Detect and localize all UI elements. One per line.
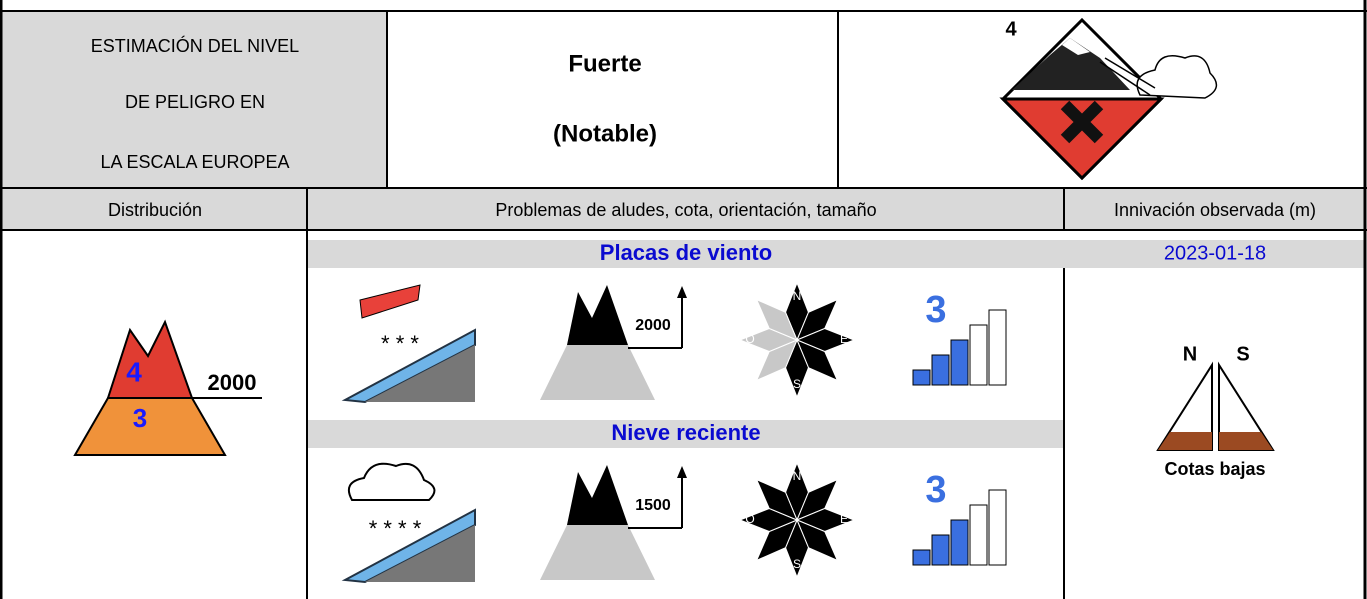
snow-date: 2023-01-18 (1164, 242, 1266, 264)
aspect-label: O (745, 332, 754, 346)
snow-caption: Cotas bajas (1164, 459, 1265, 479)
problem-size: 3 (925, 469, 946, 511)
aspect-label: E (840, 332, 848, 346)
altitude: 2000 (208, 370, 257, 395)
arrow (677, 466, 687, 478)
problem-bar (307, 420, 1064, 448)
snow-south-brown (1219, 432, 1273, 450)
snow-cap (1062, 38, 1090, 55)
danger-lower (999, 97, 1165, 181)
cloud (1136, 55, 1218, 99)
size-bar (969, 324, 988, 386)
size-bar (969, 504, 988, 566)
snow-north-brown (1158, 432, 1212, 450)
arrow (677, 286, 687, 298)
size-bar (988, 489, 1007, 566)
mountain-upper (106, 319, 194, 399)
upper-level: 4 (126, 356, 142, 387)
size-bar (931, 354, 950, 386)
mountain (1012, 38, 1130, 90)
lower-level: 3 (133, 403, 147, 433)
aspect-label: O (745, 512, 754, 526)
problem-size: 3 (925, 289, 946, 331)
problem-altitude: 2000 (635, 317, 671, 334)
problem-name: Nieve reciente (611, 420, 760, 445)
estimation-label: DE PELIGRO EN (125, 92, 265, 112)
windsock (359, 284, 421, 319)
problem-bar (307, 240, 1365, 268)
mountain-lower (73, 397, 227, 456)
size-bar (912, 549, 931, 566)
aspect-label: E (840, 512, 848, 526)
size-bar (931, 534, 950, 566)
aspect-label: N (793, 469, 802, 483)
snow-aspect: S (1236, 343, 1249, 365)
cross (1060, 100, 1104, 144)
snow-aspect: N (1183, 343, 1197, 365)
mountain-lower (540, 345, 655, 400)
mountain-lower (540, 525, 655, 580)
size-bar (950, 519, 969, 566)
aspect-label: N (793, 289, 802, 303)
size-bar (912, 369, 931, 386)
problem-altitude: 1500 (635, 497, 671, 514)
mountain-upper (567, 465, 628, 525)
problem-name: Placas de viento (600, 240, 772, 265)
ground (365, 345, 475, 402)
column-header: Problemas de aludes, cota, orientación, … (495, 200, 876, 220)
estimation-label: ESTIMACIÓN DEL NIVEL (91, 35, 299, 56)
ground (365, 525, 475, 582)
danger-level: Fuerte (568, 50, 641, 77)
header-row (2, 188, 1365, 230)
snowflakes: * * * (381, 331, 419, 356)
icon-level: 4 (1005, 18, 1017, 40)
estimation-cell (2, 11, 387, 188)
aspect-petal (755, 298, 798, 341)
snowflakes: * * * * (369, 516, 422, 541)
column-header: Distribución (108, 200, 202, 220)
aspect-petal (755, 478, 798, 521)
border (1104, 57, 1156, 89)
mountain-upper (567, 285, 628, 345)
aspect-label: S (793, 557, 801, 571)
aspect-label: S (793, 377, 801, 391)
danger-level-alt: (Notable) (553, 120, 657, 147)
column-header: Innivación observada (m) (1114, 200, 1316, 220)
cloud (348, 462, 436, 501)
size-bar (950, 339, 969, 386)
border (1099, 61, 1151, 96)
size-bar (988, 309, 1007, 386)
estimation-label: LA ESCALA EUROPEA (100, 152, 289, 172)
